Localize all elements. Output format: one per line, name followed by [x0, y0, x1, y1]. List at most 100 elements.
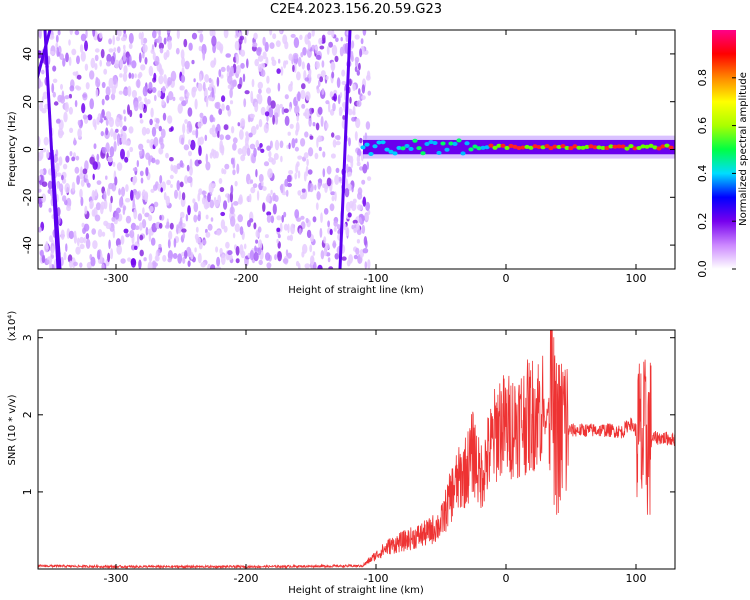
heatmap-cell [266, 145, 271, 151]
heatmap-cell [205, 153, 208, 164]
heatmap-cell [266, 211, 272, 216]
heatmap-cell [157, 90, 162, 98]
heatmap-cell [221, 145, 225, 156]
heatmap-cell [301, 188, 306, 193]
heatmap-cell [307, 32, 312, 40]
heatmap-cell [205, 231, 211, 238]
heatmap-cell [257, 81, 263, 90]
heatmap-cell [320, 212, 323, 223]
heatmap-cell [160, 128, 166, 139]
heatmap-cell [209, 114, 214, 123]
heatmap-cell [202, 239, 207, 245]
heatmap-cell [290, 223, 295, 235]
heatmap-cell [117, 46, 121, 54]
heatmap-cell [214, 151, 219, 159]
heatmap-cell [356, 161, 361, 167]
heatmap-cell [305, 217, 309, 224]
heatmap-cell [91, 228, 96, 235]
heatmap-cell [162, 85, 166, 94]
y-tick-label: 40 [21, 47, 34, 61]
heatmap-cell [136, 78, 141, 89]
heatmap-cell [278, 58, 281, 64]
heatmap-cell [59, 95, 66, 104]
heatmap-cell [105, 175, 108, 180]
heatmap-cell [110, 128, 114, 138]
heatmap-cell [296, 217, 302, 222]
heatmap-cell [297, 190, 302, 196]
heatmap-cell [269, 30, 273, 36]
heatmap-cell [120, 148, 125, 160]
snr-y-ticks: 1 2 3 [21, 334, 675, 495]
heatmap-cell [323, 249, 327, 257]
heatmap-cell [41, 69, 45, 75]
heatmap-cell [250, 90, 254, 102]
heatmap-cell [194, 247, 197, 253]
heatmap-cell [131, 73, 135, 79]
heatmap-cell [92, 173, 95, 180]
heatmap-cell [274, 139, 280, 151]
heatmap-cell [297, 91, 301, 102]
heatmap-cell [163, 37, 167, 45]
heatmap-cell [300, 138, 306, 147]
heatmap-cell [351, 202, 357, 212]
heatmap-cell [159, 47, 164, 54]
heatmap-cell [52, 65, 57, 72]
heatmap-cell [295, 129, 299, 136]
heatmap-cell [197, 82, 203, 92]
heatmap-cell [169, 174, 174, 180]
heatmap-cell [145, 226, 149, 236]
heatmap-cell [189, 165, 193, 176]
heatmap-cell [103, 190, 107, 202]
heatmap-cell [69, 85, 75, 92]
heatmap-cell [252, 183, 258, 189]
heatmap-cell [199, 112, 204, 119]
heatmap-cell [38, 175, 41, 181]
spectrogram-y-label: Frequency (Hz) [7, 111, 18, 187]
heatmap-cell [92, 240, 98, 250]
heatmap-cell [66, 197, 72, 208]
heatmap-cell [258, 173, 264, 183]
heatmap-cell [199, 73, 202, 82]
heatmap-cell [225, 104, 230, 111]
heatmap-cell [166, 30, 171, 34]
heatmap-cell [166, 179, 172, 186]
heatmap-cell [84, 63, 89, 71]
heatmap-cell [53, 155, 59, 163]
heatmap-cell [357, 204, 363, 211]
heatmap-cell [211, 35, 217, 47]
heatmap-cell [110, 93, 116, 101]
heatmap-cell [176, 224, 179, 235]
signal-blob [452, 141, 458, 146]
signal-blob [664, 143, 670, 148]
heatmap-cell [260, 62, 266, 69]
heatmap-cell [354, 34, 360, 40]
heatmap-cell [281, 214, 285, 223]
heatmap-cell [111, 85, 116, 95]
heatmap-cell [58, 156, 63, 166]
colorbar-tick-label: 0.2 [696, 212, 709, 230]
heatmap-cell [112, 35, 115, 46]
heatmap-cell [283, 211, 287, 218]
y-tick-label: 2 [21, 411, 34, 418]
heatmap-cell [153, 184, 158, 191]
heatmap-cell [214, 102, 220, 109]
heatmap-cell [244, 90, 250, 95]
heatmap-cell [351, 185, 354, 193]
y-tick-label: 3 [21, 334, 34, 341]
heatmap-cell [328, 266, 334, 269]
heatmap-cell [68, 93, 72, 99]
heatmap-cell [101, 81, 106, 89]
heatmap-cell [352, 83, 356, 92]
heatmap-cell [117, 30, 122, 37]
heatmap-cell [38, 77, 42, 89]
heatmap-cell [105, 118, 109, 126]
heatmap-cell [109, 146, 115, 158]
signal-blob [608, 144, 614, 149]
heatmap-cell [330, 191, 336, 196]
heatmap-cell [279, 140, 284, 149]
heatmap-cell [96, 153, 100, 162]
heatmap-cell [227, 254, 233, 261]
heatmap-cell [276, 215, 282, 221]
heatmap-cell [127, 104, 130, 115]
heatmap-cell [114, 176, 118, 186]
